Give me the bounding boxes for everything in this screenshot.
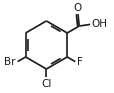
Text: F: F [76,57,82,67]
Text: Cl: Cl [41,79,51,89]
Text: O: O [73,3,81,13]
Text: Br: Br [4,57,16,67]
Text: OH: OH [91,19,106,29]
